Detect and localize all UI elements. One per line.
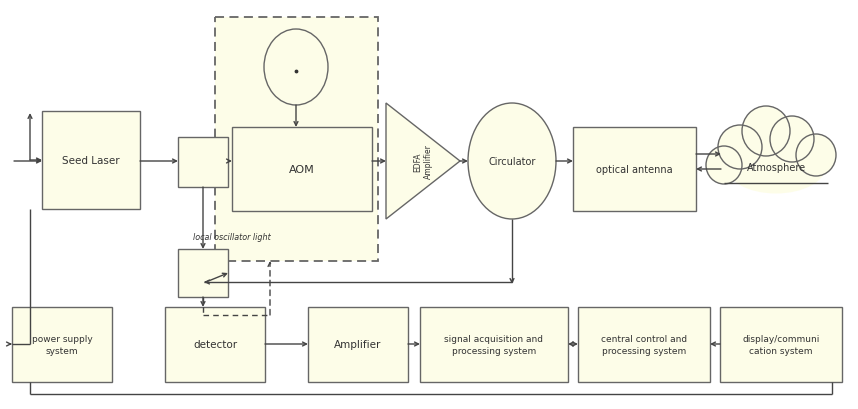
Text: AOM: AOM (289, 164, 315, 175)
Bar (232, 128, 372, 211)
Ellipse shape (706, 147, 742, 184)
Bar (178, 249, 228, 297)
Text: Seed Laser: Seed Laser (62, 155, 120, 166)
Ellipse shape (264, 30, 328, 106)
Text: Atmosphere: Atmosphere (746, 163, 806, 173)
Ellipse shape (770, 117, 814, 163)
Ellipse shape (718, 126, 762, 170)
Text: signal acquisition and
processing system: signal acquisition and processing system (444, 334, 543, 355)
Text: local oscillator light: local oscillator light (193, 233, 271, 242)
Bar (420, 307, 568, 382)
Text: central control and
processing system: central control and processing system (601, 334, 687, 355)
Text: EDFA
Amplifier: EDFA Amplifier (413, 144, 433, 179)
Text: Amplifier: Amplifier (335, 339, 382, 350)
Bar (165, 307, 265, 382)
Polygon shape (386, 104, 460, 220)
Bar (178, 138, 228, 188)
Ellipse shape (796, 135, 836, 177)
Bar (578, 307, 710, 382)
Bar (42, 112, 140, 209)
Bar (12, 307, 112, 382)
Text: power supply
system: power supply system (32, 334, 93, 355)
Ellipse shape (742, 107, 790, 157)
Bar (720, 307, 842, 382)
Bar (308, 307, 408, 382)
Text: Circulator: Circulator (488, 157, 535, 166)
Text: detector: detector (193, 339, 237, 350)
Text: display/communi
cation system: display/communi cation system (742, 334, 819, 355)
Text: optical antenna: optical antenna (596, 164, 673, 175)
Ellipse shape (468, 104, 556, 220)
Ellipse shape (726, 139, 826, 194)
Bar (573, 128, 696, 211)
Bar (215, 18, 378, 261)
